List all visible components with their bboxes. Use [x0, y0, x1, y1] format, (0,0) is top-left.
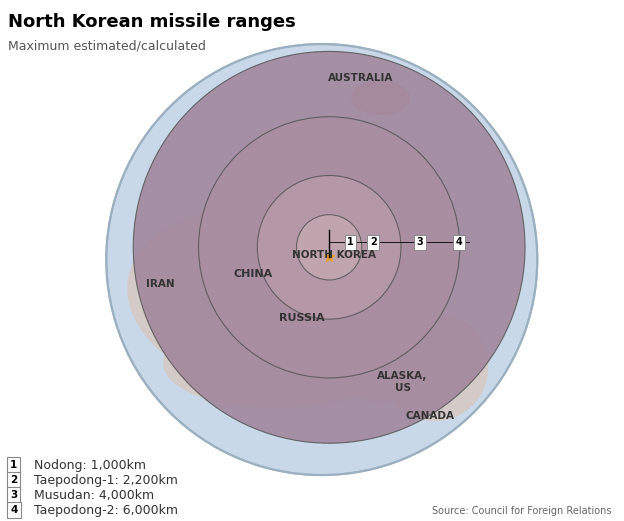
Circle shape: [134, 52, 525, 443]
Text: Taepodong-1: 2,200km: Taepodong-1: 2,200km: [34, 474, 178, 487]
Text: IRAN: IRAN: [146, 279, 175, 289]
Text: 2: 2: [10, 475, 17, 486]
Text: 4: 4: [10, 505, 17, 515]
Text: ALASKA,
US: ALASKA, US: [378, 371, 428, 393]
Text: 1: 1: [10, 461, 17, 470]
Text: Source: Council for Foreign Relations: Source: Council for Foreign Relations: [432, 506, 612, 516]
Text: North Korean missile ranges: North Korean missile ranges: [8, 13, 296, 31]
Text: Nodong: 1,000km: Nodong: 1,000km: [34, 459, 146, 472]
Ellipse shape: [190, 255, 238, 294]
Ellipse shape: [163, 297, 432, 407]
Text: CANADA: CANADA: [405, 411, 454, 421]
Text: 3: 3: [10, 490, 17, 500]
Text: 1: 1: [348, 238, 354, 247]
Ellipse shape: [295, 157, 369, 254]
Text: CHINA: CHINA: [233, 269, 273, 279]
Text: 4: 4: [456, 238, 462, 247]
Circle shape: [257, 176, 401, 319]
Circle shape: [198, 117, 460, 378]
Ellipse shape: [381, 314, 489, 421]
Ellipse shape: [127, 208, 419, 399]
Text: NORTH KOREA: NORTH KOREA: [292, 250, 376, 259]
Text: 2: 2: [370, 238, 377, 247]
Text: Taepodong-2: 6,000km: Taepodong-2: 6,000km: [34, 504, 178, 517]
Text: RUSSIA: RUSSIA: [280, 313, 325, 324]
Circle shape: [106, 44, 537, 475]
Text: Musudan: 4,000km: Musudan: 4,000km: [34, 489, 155, 502]
Ellipse shape: [357, 362, 414, 402]
Text: AUSTRALIA: AUSTRALIA: [328, 73, 394, 83]
Text: Maximum estimated/calculated: Maximum estimated/calculated: [8, 39, 206, 52]
Ellipse shape: [351, 81, 410, 115]
Text: 3: 3: [416, 238, 423, 247]
Circle shape: [296, 215, 362, 280]
